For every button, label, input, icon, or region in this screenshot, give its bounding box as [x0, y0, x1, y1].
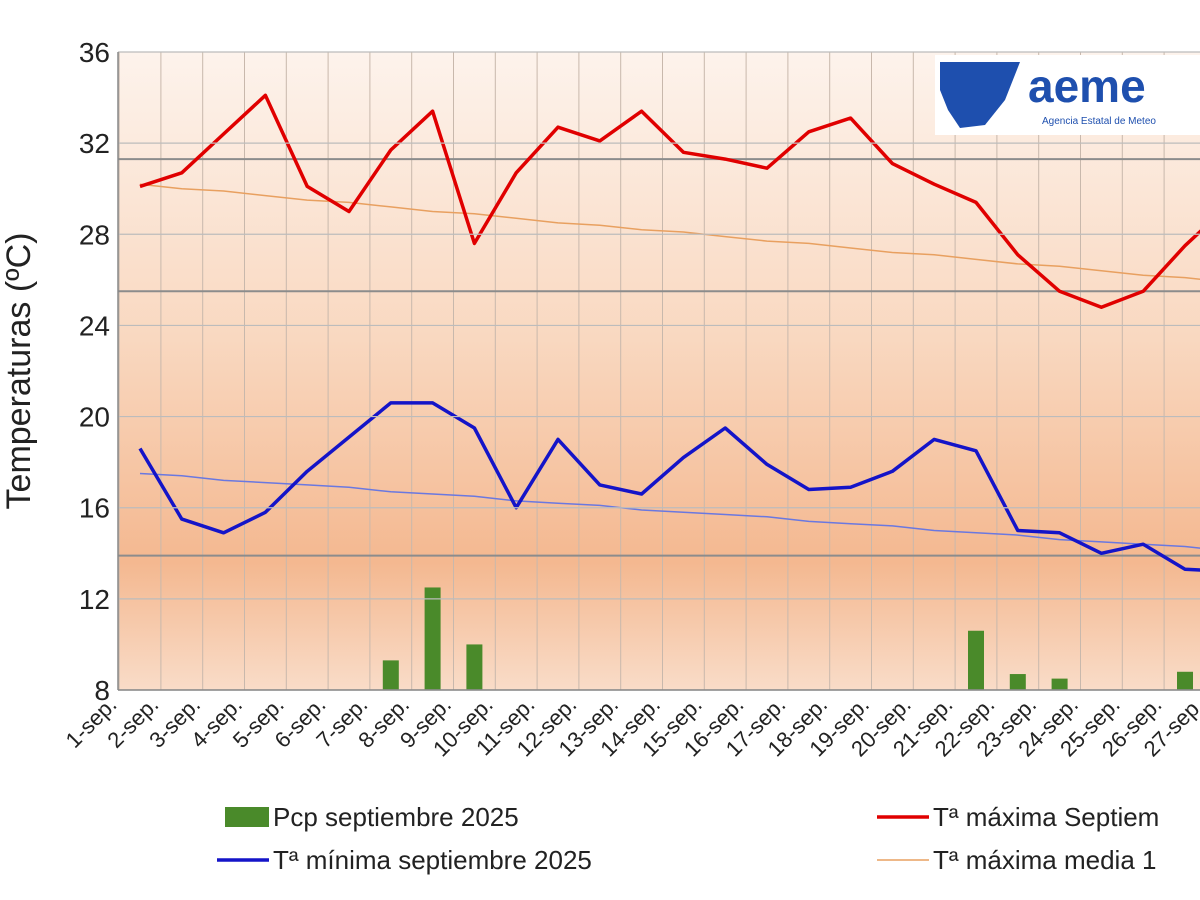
bar: [382, 660, 399, 690]
y-tick-label: 12: [79, 584, 110, 615]
logo: aeme Agencia Estatal de Meteo: [935, 55, 1200, 135]
legend-swatch: [225, 807, 269, 827]
legend-label: Pcp septiembre 2025: [273, 802, 519, 832]
y-tick-label: 16: [79, 493, 110, 524]
y-tick-label: 28: [79, 219, 110, 250]
y-tick-label: 8: [94, 675, 110, 706]
logo-subtitle: Agencia Estatal de Meteo: [1042, 116, 1156, 127]
bar: [1009, 674, 1026, 690]
y-tick-label: 24: [79, 310, 110, 341]
logo-text: aeme: [1028, 60, 1146, 112]
line: [139, 93, 1200, 309]
plot-area: [118, 52, 1200, 690]
logo-icon: [940, 62, 1020, 128]
y-tick-label: 32: [79, 128, 110, 159]
line: [139, 472, 1200, 549]
y-tick-label: 20: [79, 402, 110, 433]
legend-label: Tª mínima septiembre 2025: [273, 845, 592, 875]
bar: [466, 644, 483, 690]
bar: [424, 587, 441, 690]
bar: [1051, 678, 1068, 690]
line: [139, 183, 1200, 280]
legend-label: Tª máxima Septiem: [933, 802, 1159, 832]
y-tick-label: 36: [79, 37, 110, 68]
legend-label: Tª máxima media 1: [933, 845, 1156, 875]
line: [138, 401, 1200, 572]
y-axis-label: Temperaturas (ºC): [0, 233, 38, 510]
bar: [968, 630, 984, 690]
bar: [1177, 671, 1193, 690]
